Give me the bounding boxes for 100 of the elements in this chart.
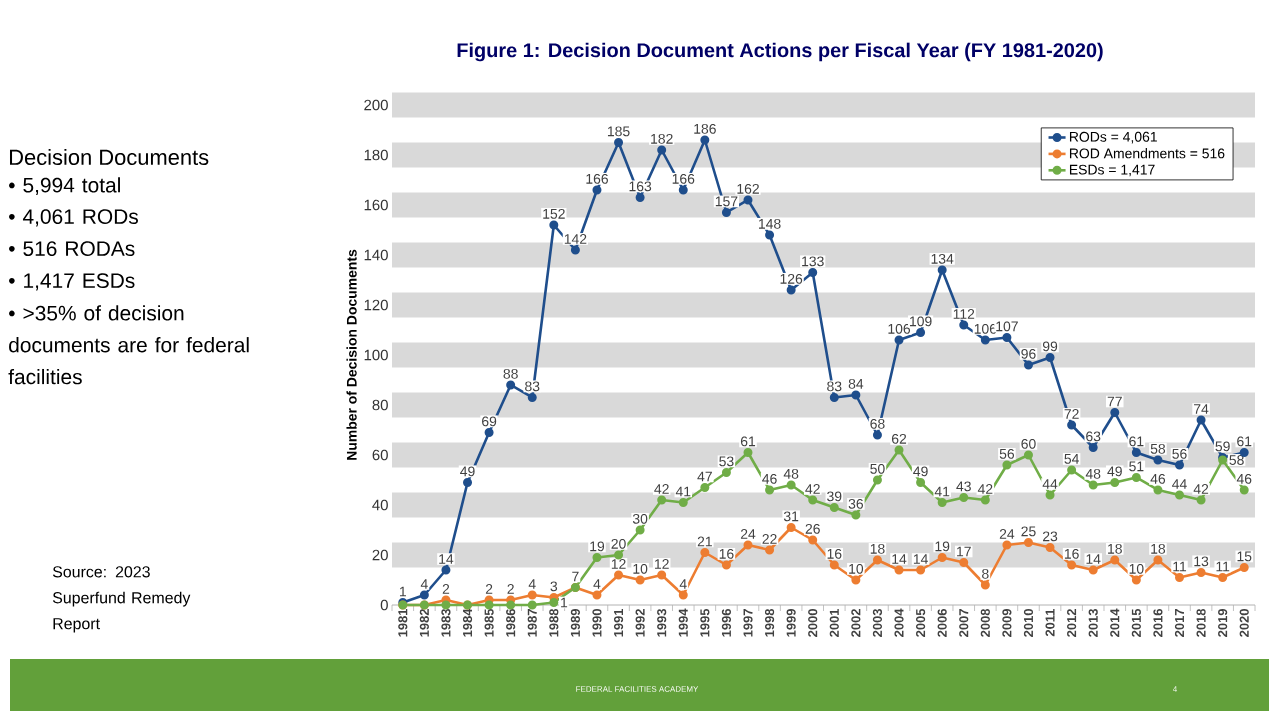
x-tick-label: 2009 bbox=[1002, 609, 1012, 637]
data-label: 25 bbox=[1021, 526, 1036, 537]
data-label: 13 bbox=[1194, 556, 1209, 567]
data-label: 46 bbox=[762, 473, 777, 484]
data-label: 24 bbox=[999, 529, 1015, 539]
data-label: 62 bbox=[891, 433, 907, 444]
x-tick-label: 1981 bbox=[398, 608, 408, 637]
x-tick-label: 1984 bbox=[462, 608, 473, 637]
data-label: 72 bbox=[1064, 409, 1079, 419]
data-label: 30 bbox=[632, 513, 648, 524]
x-tick-label: 2004 bbox=[894, 608, 904, 637]
data-label: 42 bbox=[977, 484, 993, 494]
data-label: 49 bbox=[913, 466, 928, 477]
data-label: 60 bbox=[1021, 438, 1036, 449]
y-tick-label: 80 bbox=[372, 399, 388, 411]
data-label: 43 bbox=[956, 481, 971, 492]
data-label: 84 bbox=[848, 378, 864, 389]
data-label: 182 bbox=[651, 133, 673, 144]
data-label: 36 bbox=[848, 498, 864, 509]
data-label: 185 bbox=[607, 126, 630, 137]
data-label: 4 bbox=[420, 579, 428, 589]
x-tick-label: 2011 bbox=[1045, 608, 1055, 637]
data-label: 20 bbox=[611, 538, 626, 549]
data-label: 54 bbox=[1064, 454, 1079, 464]
data-label: 77 bbox=[1107, 396, 1122, 407]
y-tick-label: 20 bbox=[372, 549, 388, 561]
y-tick-label: 0 bbox=[380, 599, 388, 611]
x-tick-label: 2003 bbox=[872, 608, 883, 637]
x-tick-label: 1991 bbox=[613, 608, 624, 637]
data-label: 1 bbox=[399, 586, 406, 597]
data-label: 7 bbox=[572, 571, 579, 582]
data-label: 23 bbox=[1043, 531, 1058, 542]
data-label: 166 bbox=[586, 173, 608, 184]
data-label: 134 bbox=[931, 253, 954, 264]
y-tick-label: 140 bbox=[364, 249, 388, 261]
data-label: 142 bbox=[564, 234, 587, 244]
x-tick-label: 1997 bbox=[743, 609, 753, 637]
data-label: 2 bbox=[442, 584, 450, 594]
data-label: 17 bbox=[957, 546, 971, 557]
data-label: 58 bbox=[1229, 455, 1244, 465]
data-label: 39 bbox=[827, 491, 842, 502]
text: • >35% of decision documents are for federal facilities bbox=[8, 305, 249, 385]
x-tick-label: 2016 bbox=[1153, 608, 1163, 637]
data-label: 96 bbox=[1021, 348, 1036, 359]
x-tick-label: 2006 bbox=[937, 608, 947, 637]
x-tick-label: 1999 bbox=[786, 609, 796, 637]
data-label: 4 bbox=[679, 579, 687, 589]
data-label: 109 bbox=[910, 316, 932, 327]
data-label: 162 bbox=[737, 183, 759, 194]
data-label: 46 bbox=[1150, 473, 1166, 484]
x-tick-label: 1987 bbox=[527, 609, 537, 637]
data-label: 42 bbox=[805, 484, 820, 494]
data-label: 46 bbox=[1236, 473, 1252, 484]
x-tick-label: 1989 bbox=[570, 609, 580, 637]
data-label: 61 bbox=[1129, 436, 1144, 447]
y-tick-label: 120 bbox=[364, 299, 388, 311]
legend-label: ROD Amendments = 516 bbox=[1069, 148, 1225, 159]
x-tick-label: 1992 bbox=[635, 609, 645, 637]
x-tick-label: 2005 bbox=[916, 608, 926, 637]
data-label: 3 bbox=[550, 581, 558, 592]
data-label: 59 bbox=[1215, 441, 1230, 452]
data-label: 63 bbox=[1086, 431, 1101, 442]
data-label: 106 bbox=[888, 323, 911, 334]
data-label: 50 bbox=[870, 463, 885, 474]
data-label: 41 bbox=[934, 486, 950, 497]
x-tick-label: 2019 bbox=[1218, 609, 1228, 637]
chart-title: Figure 1: Decision Document Actions per Fiscal Year (FY 1981-2020) bbox=[457, 42, 1103, 62]
data-label: 22 bbox=[762, 534, 777, 544]
data-label: 56 bbox=[1172, 448, 1187, 459]
x-tick-label: 2018 bbox=[1196, 608, 1206, 637]
legend-label: RODs = 4,061 bbox=[1069, 131, 1157, 144]
data-label: 56 bbox=[999, 448, 1015, 459]
data-label: 44 bbox=[1042, 479, 1058, 489]
data-label: 12 bbox=[611, 559, 626, 569]
text: • 1,417 ESDs bbox=[9, 273, 135, 291]
legend-label: ESDs = 1,417 bbox=[1069, 164, 1155, 177]
data-label: 10 bbox=[1129, 563, 1144, 574]
y-tick-label: 160 bbox=[364, 199, 388, 211]
data-label: 21 bbox=[697, 536, 712, 547]
text: • 516 RODAs bbox=[9, 241, 135, 257]
x-tick-label: 1982 bbox=[419, 609, 429, 637]
x-tick-label: 1986 bbox=[506, 608, 516, 637]
x-tick-label: 2010 bbox=[1023, 609, 1034, 637]
x-tick-label: 2001 bbox=[829, 608, 839, 637]
data-label: 83 bbox=[525, 381, 540, 392]
x-tick-label: 2017 bbox=[1174, 609, 1185, 637]
data-label: 19 bbox=[935, 541, 950, 552]
data-label: 15 bbox=[1237, 551, 1252, 562]
x-tick-label: 2000 bbox=[808, 609, 818, 637]
data-label: 61 bbox=[740, 436, 756, 447]
y-tick-label: 180 bbox=[364, 149, 388, 161]
data-label: 19 bbox=[590, 541, 605, 552]
data-label: 58 bbox=[1150, 443, 1166, 454]
data-label: 10 bbox=[633, 563, 648, 574]
data-label: 42 bbox=[1193, 484, 1209, 494]
data-label: 88 bbox=[503, 368, 518, 379]
data-label: 166 bbox=[672, 173, 695, 184]
data-label: 16 bbox=[827, 548, 842, 559]
data-label: 49 bbox=[460, 466, 475, 477]
data-label: 14 bbox=[439, 554, 454, 564]
